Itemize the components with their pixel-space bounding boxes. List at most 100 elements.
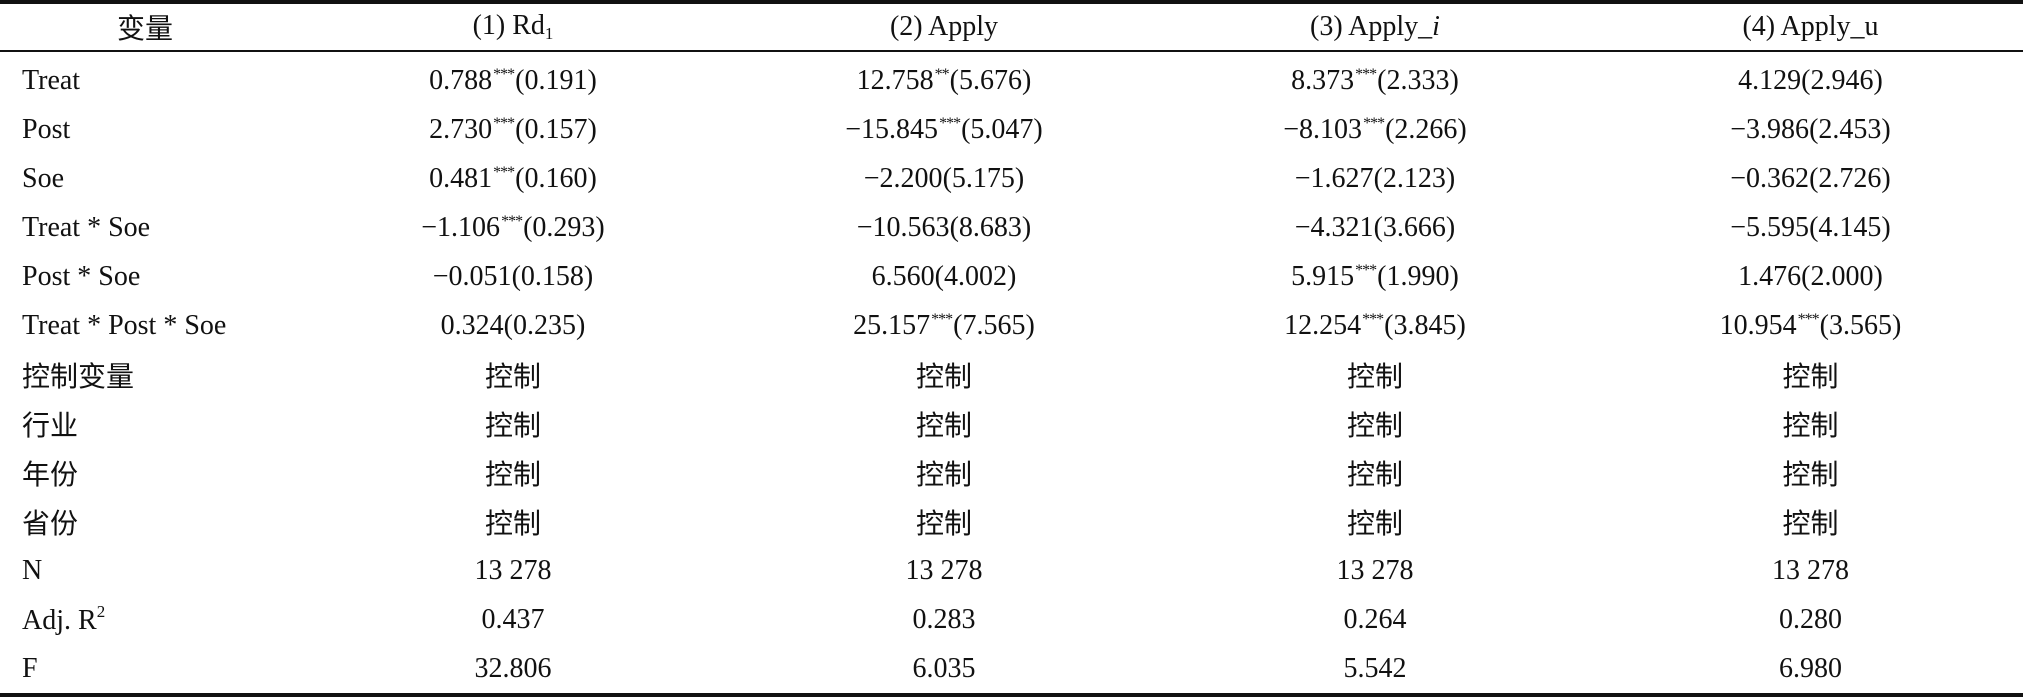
row-label-cell: Adj. R2 bbox=[0, 595, 290, 644]
coefficient: 控制 bbox=[484, 410, 541, 442]
standard-error: (2.123) bbox=[1373, 162, 1456, 194]
coefficient: 控制 bbox=[915, 459, 972, 491]
row-label: Treat * Soe bbox=[22, 211, 151, 243]
value-cell: 0.280 bbox=[1598, 595, 2023, 644]
coefficient: 32.806 bbox=[474, 652, 552, 684]
header-cell: 变量 bbox=[0, 2, 290, 52]
standard-error: (4.145) bbox=[1809, 211, 1891, 243]
standard-error: (2.726) bbox=[1809, 162, 1891, 194]
coefficient: 1.476 bbox=[1738, 260, 1802, 292]
value-cell: 控制 bbox=[736, 448, 1152, 497]
coefficient: 控制 bbox=[915, 508, 972, 540]
value-cell: −4.321(3.666) bbox=[1152, 203, 1598, 252]
significance-stars: *** bbox=[931, 310, 953, 328]
coefficient: 10.954 bbox=[1719, 309, 1797, 341]
row-label-cell: F bbox=[0, 644, 290, 695]
table-row: 行业 控制 控制 控制 控制 bbox=[0, 399, 2023, 448]
value-cell: 0.324(0.235) bbox=[290, 301, 736, 350]
value-cell: 控制 bbox=[1598, 350, 2023, 399]
header-label: 变量 bbox=[116, 14, 173, 45]
italic-suffix: i bbox=[1432, 11, 1440, 42]
coefficient: 5.542 bbox=[1343, 652, 1407, 684]
standard-error: (2.453) bbox=[1809, 113, 1891, 145]
value-cell: 6.035 bbox=[736, 644, 1152, 695]
coefficient: 控制 bbox=[1782, 508, 1839, 540]
coefficient: 6.560 bbox=[871, 260, 935, 292]
row-label: 行业 bbox=[22, 410, 79, 442]
table-row: 年份 控制 控制 控制 控制 bbox=[0, 448, 2023, 497]
value-cell: 控制 bbox=[1598, 399, 2023, 448]
value-cell: 控制 bbox=[736, 399, 1152, 448]
row-label-cell: N bbox=[0, 546, 290, 595]
value-cell: 控制 bbox=[290, 399, 736, 448]
value-cell: −2.200(5.175) bbox=[736, 154, 1152, 203]
value-cell: −1.627(2.123) bbox=[1152, 154, 1598, 203]
significance-stars: *** bbox=[1797, 310, 1820, 328]
standard-error: (3.845) bbox=[1384, 309, 1466, 341]
value-cell: 10.954***(3.565) bbox=[1598, 301, 2023, 350]
row-label: Adj. R bbox=[22, 605, 97, 636]
coefficient: 控制 bbox=[915, 410, 972, 442]
value-cell: 控制 bbox=[1152, 350, 1598, 399]
header-cell: (3) Apply_i bbox=[1152, 2, 1598, 52]
table-row: Adj. R2 0.437 0.283 0.264 0.280 bbox=[0, 595, 2023, 644]
value-cell: −1.106***(0.293) bbox=[290, 203, 736, 252]
standard-error: (2.946) bbox=[1801, 64, 1883, 96]
coefficient: −4.321 bbox=[1294, 211, 1374, 243]
row-label: 省份 bbox=[22, 508, 79, 540]
value-cell: 8.373***(2.333) bbox=[1152, 51, 1598, 105]
coefficient: 控制 bbox=[1346, 459, 1403, 491]
header-cell: (1) Rd1 bbox=[290, 2, 736, 52]
coefficient: 25.157 bbox=[853, 309, 931, 341]
row-label: F bbox=[22, 652, 38, 684]
significance-stars: *** bbox=[493, 163, 515, 181]
coefficient: 控制 bbox=[1346, 508, 1403, 540]
significance-stars: *** bbox=[939, 114, 961, 132]
table-header: 变量 (1) Rd1 (2) Apply (3) Apply_i (4) Apply_u bbox=[0, 2, 2023, 52]
row-label: 控制变量 bbox=[22, 361, 135, 393]
coefficient: 0.280 bbox=[1779, 603, 1842, 635]
value-cell: 25.157***(7.565) bbox=[736, 301, 1152, 350]
value-cell: −0.362(2.726) bbox=[1598, 154, 2023, 203]
value-cell: 控制 bbox=[736, 350, 1152, 399]
standard-error: (0.293) bbox=[523, 211, 605, 243]
coefficient: −0.051 bbox=[432, 260, 512, 292]
value-cell: 控制 bbox=[736, 497, 1152, 546]
value-cell: 0.481***(0.160) bbox=[290, 154, 736, 203]
standard-error: (7.565) bbox=[953, 309, 1035, 341]
coefficient: −0.362 bbox=[1730, 162, 1810, 194]
coefficient: −5.595 bbox=[1730, 211, 1810, 243]
coefficient: 13 278 bbox=[474, 554, 552, 586]
coefficient: 控制 bbox=[915, 361, 972, 393]
value-cell: 13 278 bbox=[1598, 546, 2023, 595]
header-row: 变量 (1) Rd1 (2) Apply (3) Apply_i (4) Apply_u bbox=[0, 2, 2023, 52]
table-row: 控制变量 控制 控制 控制 控制 bbox=[0, 350, 2023, 399]
coefficient: 控制 bbox=[1782, 361, 1839, 393]
table-row: Treat 0.788***(0.191) 12.758**(5.676) 8.373… bbox=[0, 51, 2023, 105]
standard-error: (3.666) bbox=[1373, 211, 1456, 243]
table-row: Treat * Post * Soe 0.324(0.235) 25.157***(… bbox=[0, 301, 2023, 350]
significance-stars: *** bbox=[493, 65, 515, 83]
standard-error: (5.047) bbox=[961, 113, 1043, 145]
row-label: Treat * Post * Soe bbox=[22, 309, 227, 341]
standard-error: (0.191) bbox=[515, 64, 597, 96]
value-cell: −8.103***(2.266) bbox=[1152, 105, 1598, 154]
row-label-cell: Treat * Post * Soe bbox=[0, 301, 290, 350]
value-cell: 0.788***(0.191) bbox=[290, 51, 736, 105]
table-row: 省份 控制 控制 控制 控制 bbox=[0, 497, 2023, 546]
coefficient: 2.730 bbox=[429, 113, 493, 145]
value-cell: 0.283 bbox=[736, 595, 1152, 644]
row-label-cell: Soe bbox=[0, 154, 290, 203]
value-cell: −0.051(0.158) bbox=[290, 252, 736, 301]
standard-error: (5.175) bbox=[942, 162, 1025, 194]
row-label-cell: 行业 bbox=[0, 399, 290, 448]
coefficient: 控制 bbox=[1782, 410, 1839, 442]
row-label-cell: 控制变量 bbox=[0, 350, 290, 399]
value-cell: 12.758**(5.676) bbox=[736, 51, 1152, 105]
table-row: Treat * Soe −1.106***(0.293) −10.563(8.683… bbox=[0, 203, 2023, 252]
coefficient: 控制 bbox=[484, 459, 541, 491]
row-label: Soe bbox=[22, 162, 64, 194]
row-label-cell: Treat * Soe bbox=[0, 203, 290, 252]
coefficient: −10.563 bbox=[856, 211, 950, 243]
